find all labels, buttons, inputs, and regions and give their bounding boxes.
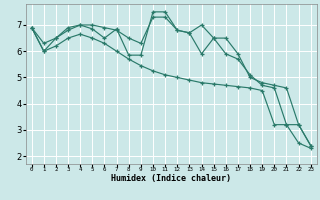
X-axis label: Humidex (Indice chaleur): Humidex (Indice chaleur): [111, 174, 231, 183]
